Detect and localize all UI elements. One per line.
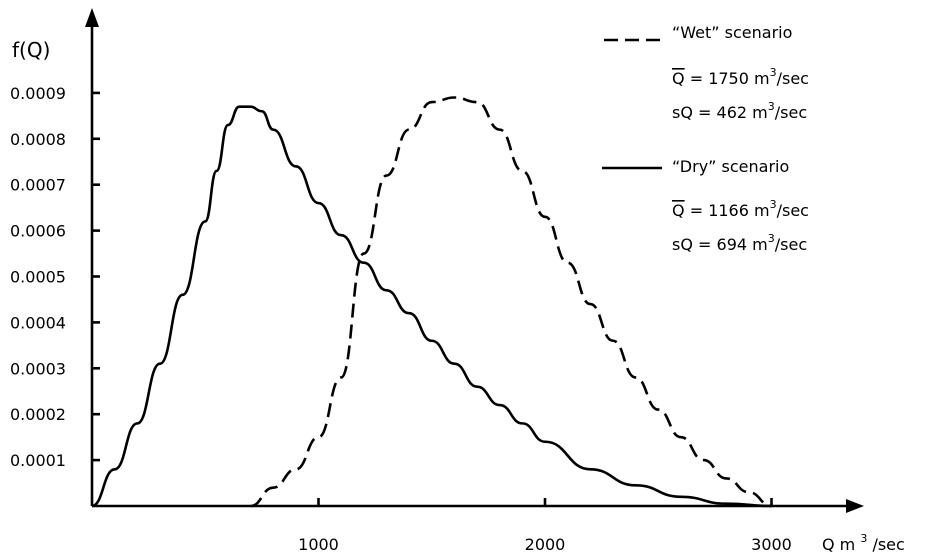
- y-axis-arrow-icon: [85, 8, 99, 27]
- dry-sd-unit-suffix: /sec: [775, 235, 807, 254]
- dry-sd-label: sQ = 694 m3/sec: [672, 232, 807, 254]
- x-tick-label: 3000: [751, 535, 792, 554]
- wet-mean-unit-sup: 3: [770, 66, 777, 79]
- wet-sd-unit-suffix: /sec: [775, 103, 807, 122]
- legend: “Wet” scenario Q = 1750 m3/sec sQ = 462 …: [602, 23, 809, 254]
- y-tick-label: 0.0003: [10, 359, 66, 378]
- dry-mean-unit-m: m: [754, 201, 770, 220]
- legend-label-wet: “Wet” scenario: [672, 23, 792, 42]
- wet-mean-symbol: Q: [672, 69, 685, 88]
- dry-sd-unit-sup: 3: [768, 232, 775, 245]
- wet-scenario-curve: [250, 96, 772, 508]
- series-layer: [91, 96, 772, 508]
- dry-mean-equals: =: [690, 201, 709, 220]
- dry-scenario-curve: [91, 105, 772, 508]
- wet-sd-equals: =: [698, 103, 717, 122]
- x-tick-label: 2000: [525, 535, 566, 554]
- x-axis-arrow-icon: [846, 499, 864, 513]
- wet-sd-value: 462: [717, 103, 748, 122]
- legend-entry-wet: “Wet” scenario Q = 1750 m3/sec sQ = 462 …: [604, 23, 809, 122]
- y-tick-label: 0.0007: [10, 176, 66, 195]
- dry-mean-unit-sup: 3: [770, 198, 777, 211]
- wet-mean-value: 1750: [708, 69, 749, 88]
- y-tick-label: 0.0002: [10, 405, 66, 424]
- dry-sd-value: 694: [717, 235, 748, 254]
- dry-mean-symbol: Q: [672, 201, 685, 220]
- dry-mean-unit-suffix: /sec: [777, 201, 809, 220]
- x-ticks: 1000 2000 3000: [298, 498, 792, 554]
- wet-mean-unit-suffix: /sec: [777, 69, 809, 88]
- x-axis-label-main: Q m: [822, 535, 855, 554]
- wet-mean-unit-m: m: [754, 69, 770, 88]
- x-axis-label-sup: 3: [860, 532, 867, 545]
- y-axis-label: f(Q): [12, 38, 50, 62]
- wet-sd-label: sQ = 462 m3/sec: [672, 100, 807, 122]
- wet-sd-unit-sup: 3: [768, 100, 775, 113]
- x-axis-label: Q m 3 /sec: [822, 527, 905, 554]
- legend-label-dry: “Dry” scenario: [672, 157, 789, 176]
- wet-mean-label: Q = 1750 m3/sec: [672, 66, 809, 88]
- dry-sd-unit-m: m: [752, 235, 768, 254]
- wet-sd-symbol: sQ: [672, 103, 693, 122]
- y-tick-label: 0.0009: [10, 84, 66, 103]
- y-tick-label: 0.0008: [10, 130, 66, 149]
- x-tick-label: 1000: [298, 535, 339, 554]
- y-tick-label: 0.0005: [10, 268, 66, 287]
- legend-entry-dry: “Dry” scenario Q = 1166 m3/sec sQ = 694 …: [602, 157, 809, 254]
- dry-mean-value: 1166: [708, 201, 749, 220]
- dry-sd-equals: =: [698, 235, 717, 254]
- x-axis-label-suffix: /sec: [872, 535, 904, 554]
- dry-mean-label: Q = 1166 m3/sec: [672, 198, 809, 220]
- wet-sd-unit-m: m: [752, 103, 768, 122]
- wet-mean-equals: =: [690, 69, 709, 88]
- y-tick-label: 0.0006: [10, 222, 66, 241]
- dry-sd-symbol: sQ: [672, 235, 693, 254]
- y-tick-label: 0.0001: [10, 451, 66, 470]
- y-ticks: 0.0001 0.0002 0.0003 0.0004 0.0005 0.0006 0.00…: [10, 84, 100, 470]
- y-tick-label: 0.0004: [10, 313, 66, 332]
